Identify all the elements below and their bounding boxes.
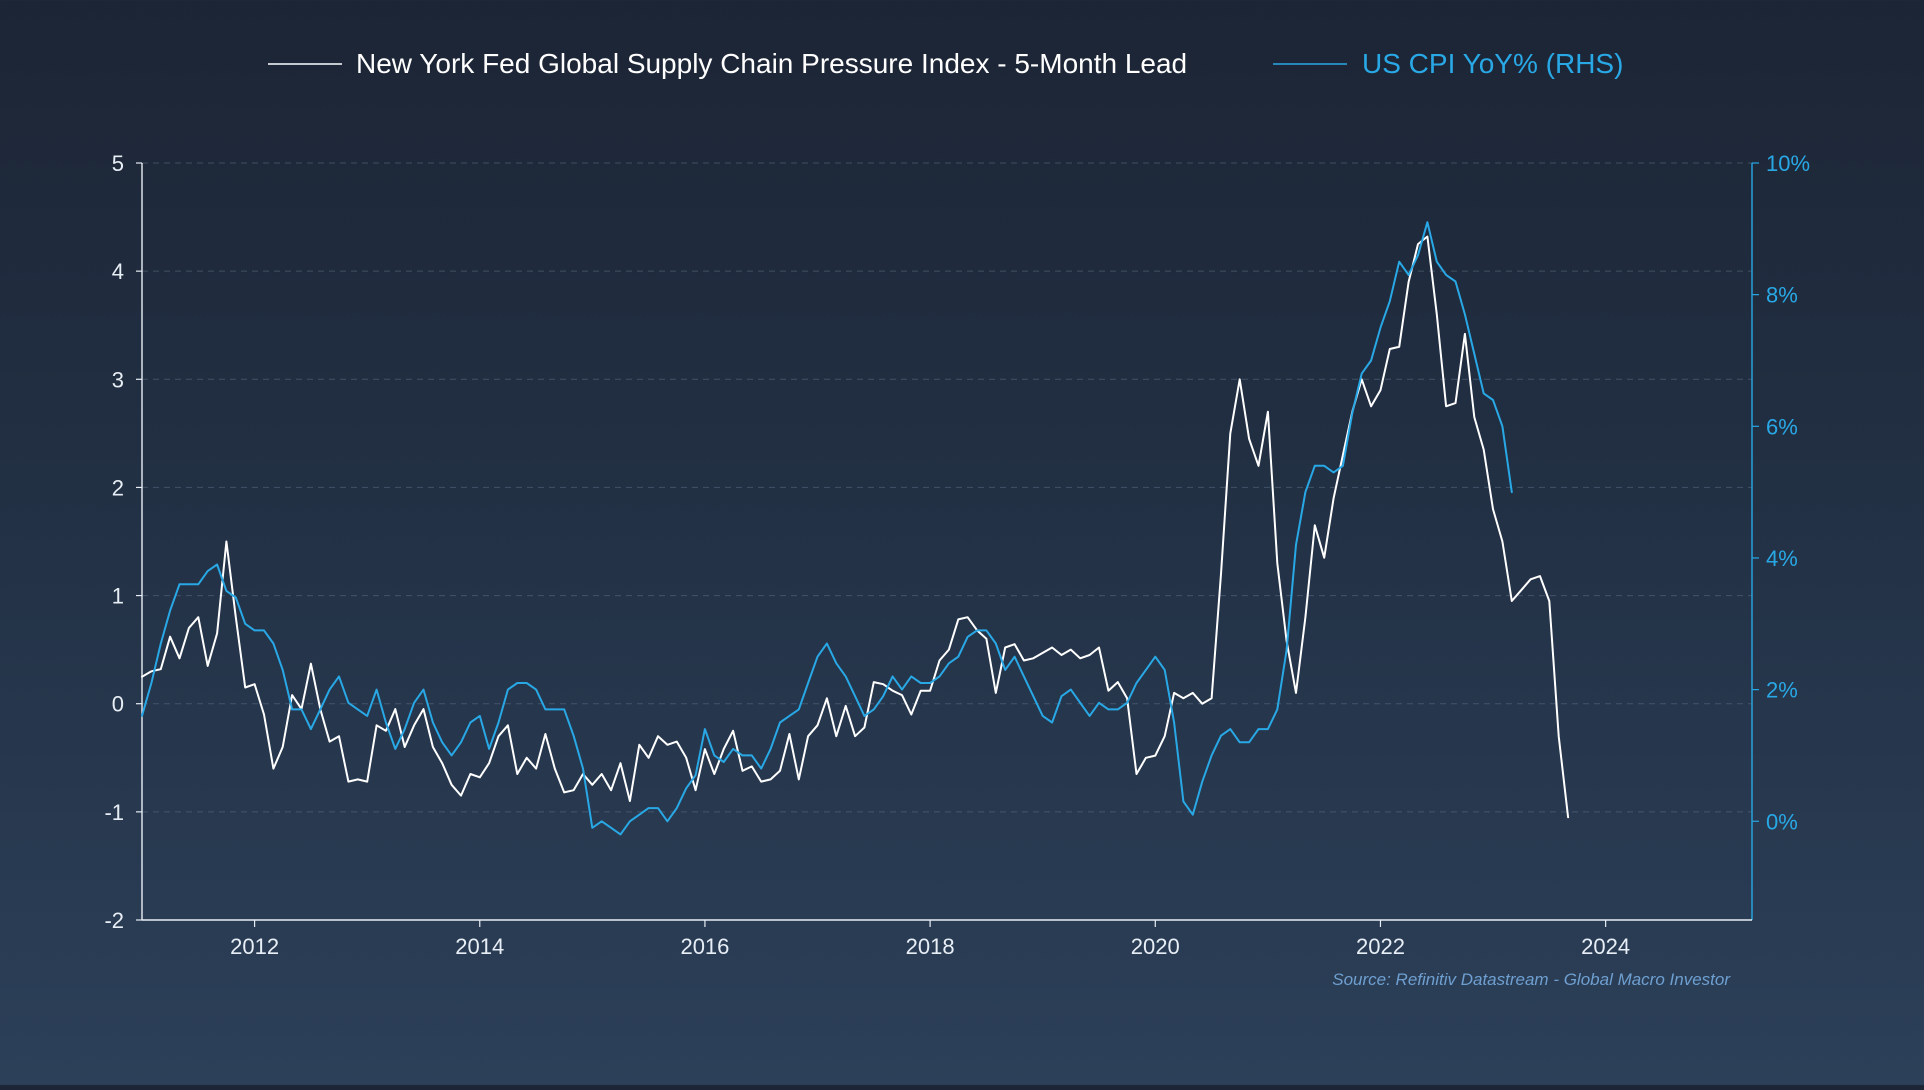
x-axis-tick-label: 2022: [1356, 934, 1405, 959]
legend: New York Fed Global Supply Chain Pressur…: [268, 48, 1623, 79]
left-axis-tick-label: -1: [104, 800, 124, 825]
left-axis-tick-label: 4: [112, 259, 124, 284]
right-axis-tick-label: 4%: [1766, 546, 1798, 571]
x-axis-tick-label: 2024: [1581, 934, 1630, 959]
right-axis-tick-label: 8%: [1766, 283, 1798, 308]
x-axis-tick-label: 2016: [680, 934, 729, 959]
right-axis-tick-label: 10%: [1766, 151, 1810, 176]
legend-label-supply-chain: New York Fed Global Supply Chain Pressur…: [356, 48, 1187, 79]
left-axis-tick-label: 3: [112, 367, 124, 392]
x-axis-tick-label: 2012: [230, 934, 279, 959]
left-axis-tick-label: 1: [112, 584, 124, 609]
x-axis-tick-label: 2014: [455, 934, 504, 959]
x-axis-tick-label: 2018: [906, 934, 955, 959]
series-line-us-cpi: [141, 221, 1513, 836]
left-axis-tick-label: 5: [112, 151, 124, 176]
right-axis-tick-label: 6%: [1766, 414, 1798, 439]
left-axis-tick-label: -2: [104, 908, 124, 933]
source-note: Source: Refinitiv Datastream - Global Ma…: [1332, 970, 1731, 989]
right-axis-tick-label: 2%: [1766, 678, 1798, 703]
axes: -2 -1 0 1 2 3 4 5 0% 2% 4% 6% 8% 10% 2012 2014 2016 2018 2…: [104, 151, 1810, 959]
gridlines: [142, 162, 1752, 813]
series-line-supply-chain-index: [141, 235, 1570, 819]
series-layer: [141, 221, 1570, 836]
left-axis-tick-label: 2: [112, 475, 124, 500]
legend-label-cpi: US CPI YoY% (RHS): [1362, 48, 1623, 79]
left-axis-tick-label: 0: [112, 692, 124, 717]
right-axis-tick-label: 0%: [1766, 809, 1798, 834]
x-axis-tick-label: 2020: [1131, 934, 1180, 959]
